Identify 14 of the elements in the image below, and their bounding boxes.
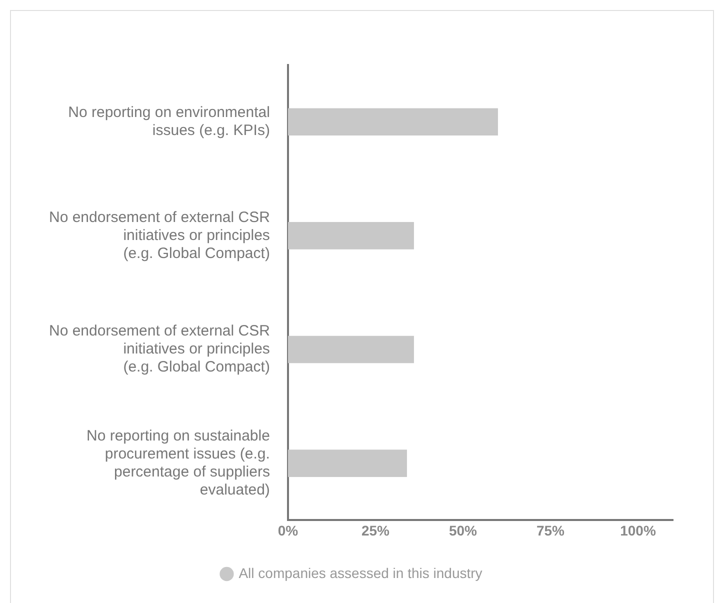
y-tick-label: No endorsement of external CSR initiatives or principles (e.g. Global Compact) [48,208,270,262]
bar [288,108,498,136]
x-tick-label: 75% [536,522,566,538]
y-tick-label: No endorsement of external CSR initiatives or principles (e.g. Global Compact) [48,322,270,376]
legend-label: All companies assessed in this industry [238,564,482,581]
bar [288,336,414,364]
x-tick-label: 100% [620,522,656,538]
y-tick-label: No reporting on sustainable procurement issues (e.g. percentage of suppliers evaluated) [86,427,270,498]
x-tick-label: 0% [278,522,299,538]
x-tick-label: 50% [448,522,478,538]
x-tick-label: 25% [361,522,390,538]
bar [288,222,414,250]
bar [288,450,407,477]
y-tick-label: No reporting on environmental issues (e.g. KPIs) [68,104,270,140]
